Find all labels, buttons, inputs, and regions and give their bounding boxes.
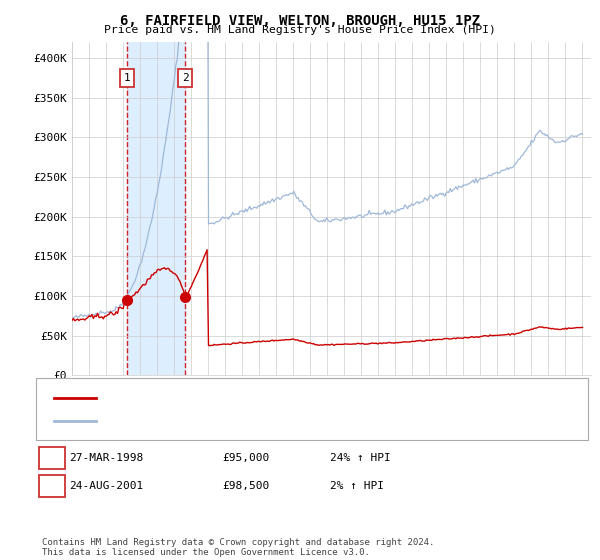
Text: 1: 1 — [49, 453, 55, 463]
Text: 6, FAIRFIELD VIEW, WELTON, BROUGH, HU15 1PZ (detached house): 6, FAIRFIELD VIEW, WELTON, BROUGH, HU15 … — [105, 393, 480, 403]
Text: 2: 2 — [49, 481, 55, 491]
Text: £98,500: £98,500 — [222, 481, 269, 491]
Text: 27-MAR-1998: 27-MAR-1998 — [69, 453, 143, 463]
Text: 2% ↑ HPI: 2% ↑ HPI — [330, 481, 384, 491]
Text: 24-AUG-2001: 24-AUG-2001 — [69, 481, 143, 491]
Text: 1: 1 — [124, 73, 130, 83]
Bar — [127, 42, 185, 375]
Text: £95,000: £95,000 — [222, 453, 269, 463]
Text: 2: 2 — [182, 73, 188, 83]
Text: Contains HM Land Registry data © Crown copyright and database right 2024.
This d: Contains HM Land Registry data © Crown c… — [42, 538, 434, 557]
Text: 6, FAIRFIELD VIEW, WELTON, BROUGH, HU15 1PZ: 6, FAIRFIELD VIEW, WELTON, BROUGH, HU15 … — [120, 14, 480, 28]
Text: Price paid vs. HM Land Registry's House Price Index (HPI): Price paid vs. HM Land Registry's House … — [104, 25, 496, 35]
Text: 24% ↑ HPI: 24% ↑ HPI — [330, 453, 391, 463]
Text: HPI: Average price, detached house, East Riding of Yorkshire: HPI: Average price, detached house, East… — [105, 417, 480, 426]
